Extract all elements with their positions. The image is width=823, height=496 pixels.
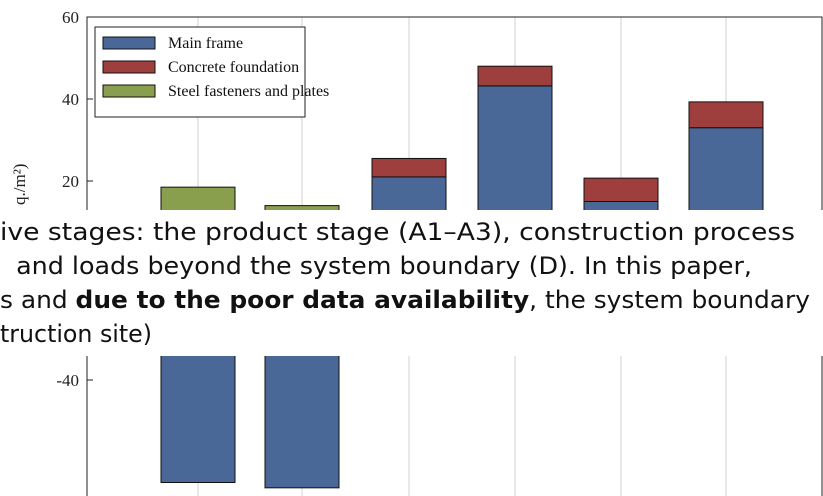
legend-swatch [102, 60, 156, 74]
plot-frame [86, 16, 823, 210]
bold-span: due to the poor data availability [76, 286, 530, 314]
bottom-chart: -40 [56, 356, 823, 496]
text-line: and loads beyond the system boundary (D)… [8, 252, 752, 280]
text-line: s and due to the poor data availability,… [0, 286, 810, 314]
legend-swatch [102, 36, 156, 50]
y-tick-label: 60 [62, 8, 79, 27]
text-line: ive stages: the product stage (A1–A3), c… [0, 218, 795, 246]
bar [264, 356, 340, 489]
y-tick-label: -40 [56, 371, 79, 390]
legend-swatch [102, 84, 156, 98]
plot-frame [86, 356, 823, 496]
bar-segment [688, 101, 764, 129]
bar-segment [477, 65, 553, 87]
text-span: s and [0, 286, 76, 314]
legend-label: Steel fasteners and plates [168, 83, 329, 100]
bar-segment [688, 127, 764, 210]
y-tick-label: 40 [62, 90, 79, 109]
bar [160, 356, 236, 483]
bar-segment [371, 157, 447, 178]
y-tick-label: 20 [62, 172, 79, 191]
bar-segment [583, 177, 659, 203]
legend-label: Main frame [168, 35, 243, 52]
text-span: , the system boundary [529, 286, 810, 314]
top-chart: 20 40 60 q./m²) Main frame Concrete foundatio… [10, 8, 823, 210]
bar-segment [160, 186, 236, 210]
bar-segment [264, 205, 340, 210]
y-axis-label: q./m²) [10, 164, 29, 205]
text-line: truction site) [0, 320, 152, 348]
paragraph: ive stages: the product stage (A1–A3), c… [0, 218, 810, 348]
legend-label: Concrete foundation [168, 59, 299, 76]
